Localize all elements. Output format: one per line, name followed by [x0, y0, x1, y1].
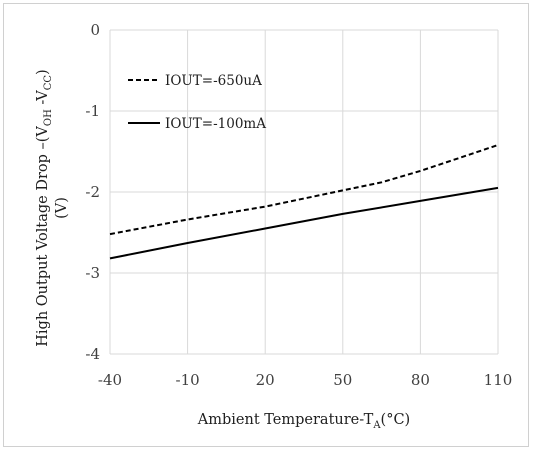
- x-tick-label: -10: [176, 371, 200, 389]
- y-axis-label-text: High Output Voltage Drop –(V: [35, 126, 51, 347]
- y-axis-label-text: ): [35, 69, 51, 75]
- x-tick-label: 50: [333, 371, 352, 389]
- x-axis-label-sub: A: [372, 420, 381, 431]
- y-axis-label-line2: (V): [54, 197, 70, 219]
- x-tick-label: 80: [411, 371, 430, 389]
- y-axis-label-subscript: CC: [43, 75, 54, 91]
- x-axis-label-main: Ambient Temperature-T: [197, 412, 374, 428]
- series-layer: [109, 144, 499, 260]
- x-axis-label-tail: (°C): [381, 412, 411, 428]
- series-line-2: [109, 186, 499, 260]
- x-tick-label: -40: [98, 371, 122, 389]
- series-line-1: [109, 144, 499, 236]
- y-tick-label: -2: [85, 183, 100, 201]
- chart-frame: [3, 3, 529, 447]
- y-axis-label-subscript: OH: [43, 109, 54, 126]
- grid-layer: [109, 29, 499, 355]
- legend-label-1: IOUT=-650uA: [165, 73, 262, 89]
- y-tick-label: -1: [85, 102, 100, 120]
- y-tick-label: 0: [90, 21, 100, 39]
- x-tick-label: 20: [256, 371, 275, 389]
- y-axis-label-line1: High Output Voltage Drop –(VOH -VCC): [35, 69, 54, 346]
- tick-layer: -40 -10 20 50 80 110 0 -1 -2 -3 -4: [85, 21, 512, 389]
- y-tick-label: -3: [85, 264, 100, 282]
- y-tick-label: -4: [85, 345, 100, 363]
- legend-label-2: IOUT=-100mA: [165, 116, 266, 132]
- y-axis-label-text: -V: [35, 90, 51, 109]
- x-axis-label: Ambient Temperature-TA(°C): [197, 412, 410, 431]
- legend: IOUT=-650uA IOUT=-100mA: [128, 73, 266, 132]
- y-axis-label: High Output Voltage Drop –(VOH -VCC) (V): [35, 69, 70, 346]
- x-tick-label: 110: [484, 371, 513, 389]
